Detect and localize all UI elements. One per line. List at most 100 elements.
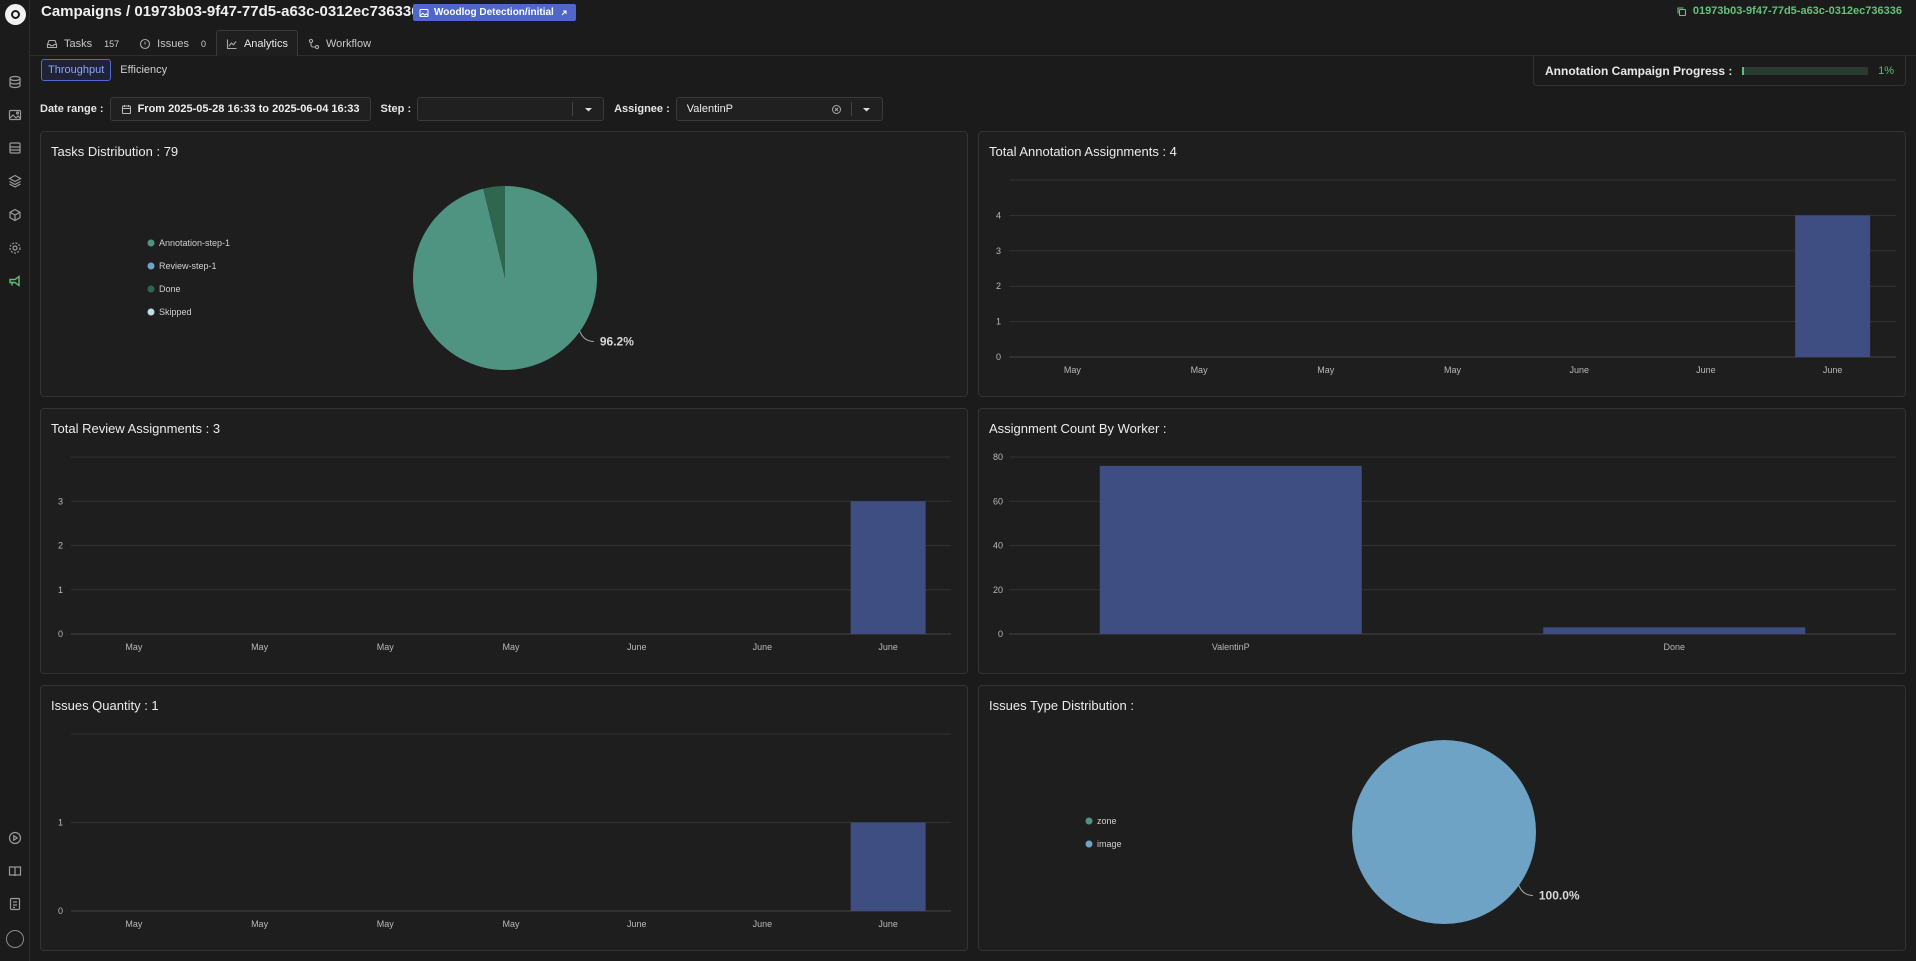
progress-bar [1742,66,1869,75]
bar [850,501,926,634]
pie-slice [483,186,505,278]
settings-icon[interactable] [8,241,22,255]
external-link-icon [561,9,567,15]
panel-title: Issues Quantity : 1 [51,698,159,713]
image-icon [419,8,429,17]
storage-icon[interactable] [8,141,22,155]
bar [1795,215,1871,357]
tab-count: 0 [200,38,206,49]
clear-icon[interactable] [823,104,851,115]
panel-tasks-distribution: Tasks Distribution : 79 96.2% Annotation-… [40,131,968,397]
chevron-down-icon[interactable] [573,105,603,114]
y-tick-label: 4 [996,210,1001,220]
total-annotation-chart: 0 1 2 3 4 May May May May June June June [996,179,1896,375]
panel-issues-type-distribution: Issues Type Distribution : 100.0% zone ima… [978,685,1906,951]
user-avatar[interactable] [6,930,24,948]
image-icon[interactable] [8,108,22,122]
tab-count: 157 [104,38,120,49]
layers-icon[interactable] [8,174,22,188]
legend-swatch [147,308,155,316]
x-tick-label: June [1823,365,1843,375]
step-select[interactable] [417,97,605,121]
legend-swatch [147,262,155,270]
app-logo[interactable] [5,4,26,25]
pie-percent-label: 100.0% [1539,888,1580,902]
x-tick-label: May [1444,365,1462,375]
page-title: Campaigns / 01973b03-9f47-77d5-a63c-0312… [41,3,420,20]
x-tick-label: May [1191,365,1209,375]
tab-issues[interactable]: Issues 0 [129,30,216,56]
legend-label: image [1097,839,1122,849]
docs-book-icon[interactable] [8,864,22,878]
x-tick-label: May [125,919,143,929]
panel-total-review-assignments: Total Review Assignments : 3 0 1 2 3 May May M… [40,408,968,674]
y-tick-label: 2 [58,541,63,551]
tab-label: Workflow [326,37,372,50]
date-range-picker[interactable]: From 2025-05-28 16:33 to 2025-06-04 16:3… [109,97,371,121]
report-icon[interactable] [8,897,22,911]
assignment-worker-chart: 0 20 40 60 80 ValentinP Done [993,452,1896,652]
inbox-icon [46,39,58,48]
progress-label: Annotation Campaign Progress : [1545,63,1733,78]
sidebar [0,0,30,961]
campaign-id-text: 01973b03-9f47-77d5-a63c-0312ec736336 [1692,5,1902,17]
campaign-tabs: Tasks 157 Issues 0 Analytics Workflow [36,30,381,56]
x-tick-label: May [377,642,395,652]
copy-campaign-id-button[interactable]: 01973b03-9f47-77d5-a63c-0312ec736336 [1676,5,1902,17]
y-tick-label: 1 [58,818,63,828]
y-tick-label: 80 [993,452,1003,462]
panel-total-annotation-assignments: Total Annotation Assignments : 4 0 1 2 3 4 Ma… [978,131,1906,397]
x-tick-label: June [1696,365,1716,375]
y-tick-label: 20 [993,585,1003,595]
x-tick-label: May [502,642,520,652]
x-tick-label: May [1317,365,1335,375]
tab-tasks[interactable]: Tasks 157 [36,30,129,56]
x-tick-label: June [753,919,773,929]
bar [1543,627,1806,634]
tab-analytics[interactable]: Analytics [215,30,298,56]
assignee-label: Assignee : [614,103,670,115]
x-tick-label: May [125,642,143,652]
assignee-select[interactable]: ValentinP [675,97,883,121]
filters-bar: Date range : From 2025-05-28 16:33 to 20… [40,97,893,121]
tab-label: Analytics [243,37,288,50]
chevron-down-icon[interactable] [852,105,882,114]
subtab-efficiency[interactable]: Efficiency [120,64,168,76]
pie-label-leader [579,331,594,342]
copy-icon [1677,6,1686,16]
step-label: Step : [380,103,412,115]
play-circle-icon[interactable] [8,831,22,845]
tab-label: Tasks [64,37,93,50]
assignee-select-value: ValentinP [686,103,734,115]
models-icon[interactable] [8,208,22,222]
workflow-icon [308,38,320,49]
x-tick-label: June [627,919,647,929]
progress-fill [1742,66,1745,75]
y-tick-label: 0 [996,352,1001,362]
pie-percent-label: 96.2% [600,334,634,348]
pie-slice [1352,740,1536,924]
dataset-link-button[interactable]: Woodlog Detection/initial [413,4,576,21]
legend-label: Done [159,284,181,294]
campaigns-icon[interactable] [8,274,22,288]
calendar-icon [121,104,131,114]
y-tick-label: 40 [993,541,1003,551]
legend-label: Annotation-step-1 [159,238,230,248]
y-tick-label: 1 [996,317,1001,327]
y-tick-label: 0 [998,629,1003,639]
campaign-progress: Annotation Campaign Progress : 1% [1533,56,1906,86]
tab-workflow[interactable]: Workflow [298,30,381,56]
database-icon[interactable] [8,75,22,89]
line-chart-icon [226,39,237,49]
legend-swatch [147,285,155,293]
x-tick-label: June [753,642,773,652]
issues-quantity-chart: 0 1 May May May May June June June [58,733,951,929]
y-tick-label: 0 [58,629,63,639]
y-tick-label: 60 [993,496,1003,506]
panel-issues-quantity: Issues Quantity : 1 0 1 May May May May June Ju… [40,685,968,951]
y-tick-label: 3 [58,496,63,506]
progress-percent: 1% [1878,64,1894,77]
x-tick-label: June [878,919,898,929]
x-tick-label: June [627,642,647,652]
subtab-throughput[interactable]: Throughput [41,59,112,81]
